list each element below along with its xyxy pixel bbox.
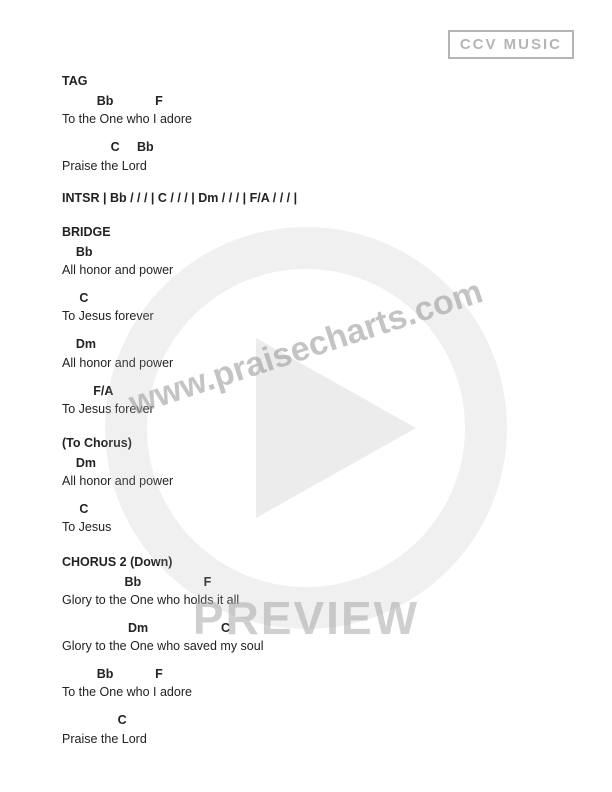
section-label: BRIDGE <box>62 223 552 241</box>
lyric-row: Glory to the One who saved my soul <box>62 637 552 655</box>
section-inline: INTSR | Bb / / / | C / / / | Dm / / / | … <box>62 189 552 207</box>
lyric-row: All honor and power <box>62 472 552 490</box>
section-label: CHORUS 2 (Down) <box>62 553 552 571</box>
lyric-row: Praise the Lord <box>62 157 552 175</box>
section-label: TAG <box>62 72 552 90</box>
chord-row: C <box>62 711 552 729</box>
chord-row: C <box>62 289 552 307</box>
chord-row: Dm <box>62 335 552 353</box>
lyric-row: All honor and power <box>62 261 552 279</box>
brand-logo: CCV MUSIC <box>448 30 574 59</box>
chord-row: Bb F <box>62 92 552 110</box>
chord-row: Dm <box>62 454 552 472</box>
lyric-row: All honor and power <box>62 354 552 372</box>
lyric-row: To the One who I adore <box>62 683 552 701</box>
lyric-row: Glory to the One who holds it all <box>62 591 552 609</box>
lyric-row: To Jesus forever <box>62 307 552 325</box>
chord-row: Bb F <box>62 573 552 591</box>
chord-row: F/A <box>62 382 552 400</box>
lyric-row: To the One who I adore <box>62 110 552 128</box>
chart-content: TAG Bb FTo the One who I adore C BbPrais… <box>62 72 552 758</box>
chord-row: C <box>62 500 552 518</box>
lyric-row: To Jesus <box>62 518 552 536</box>
lyric-row: Praise the Lord <box>62 730 552 748</box>
section-label: (To Chorus) <box>62 434 552 452</box>
chord-row: Bb F <box>62 665 552 683</box>
chord-row: Bb <box>62 243 552 261</box>
chord-row: C Bb <box>62 138 552 156</box>
chord-row: Dm C <box>62 619 552 637</box>
lyric-row: To Jesus forever <box>62 400 552 418</box>
chord-chart-page: CCV MUSIC TAG Bb FTo the One who I adore… <box>0 0 612 792</box>
